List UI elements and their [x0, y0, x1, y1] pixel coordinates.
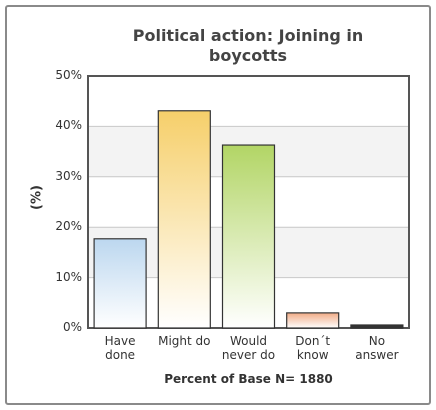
y-tick-label: 10% [55, 269, 82, 284]
bar [93, 238, 147, 329]
x-tick-label: Would never do [221, 334, 276, 362]
x-tick-label: Don´t know [295, 334, 331, 362]
bar [286, 312, 340, 329]
y-tick-label: 30% [55, 168, 82, 183]
bar [350, 324, 404, 329]
bar [221, 144, 276, 329]
chart-title: Political action: Joining in boycotts [132, 26, 364, 65]
y-tick-label: 20% [55, 219, 82, 234]
bar [157, 110, 211, 329]
x-tick-label: No answer [355, 334, 399, 362]
x-axis-label: Percent of Base N= 1880 [164, 372, 333, 386]
y-tick-label: 40% [55, 118, 82, 133]
frame [5, 5, 431, 405]
y-tick-label: 50% [55, 68, 82, 82]
y-tick-label: 0% [62, 320, 82, 334]
x-tick-label: Might do [158, 334, 211, 348]
x-tick-label: Have done [104, 334, 136, 362]
